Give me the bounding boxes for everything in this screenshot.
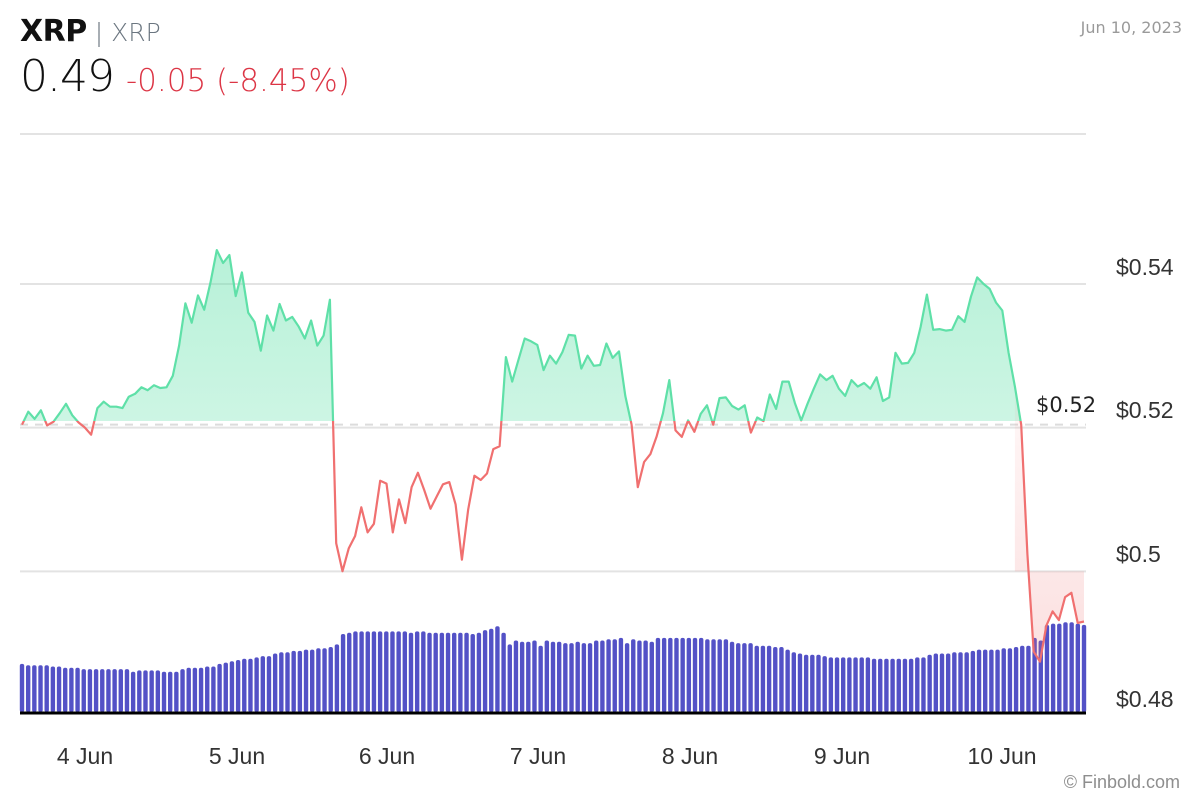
finbold-credit: © Finbold.com <box>1063 772 1180 792</box>
title-row: XRP | XRP <box>20 14 350 49</box>
asset-name: | XRP <box>94 18 161 47</box>
x-tick-label: 10 Jun <box>967 743 1037 769</box>
x-tick-label: 8 Jun <box>661 743 719 769</box>
x-tick-label: 4 Jun <box>56 743 114 769</box>
chart-header: XRP | XRP 0.49 -0.05 (-8.45%) <box>20 14 350 102</box>
grid-lines <box>20 133 1086 573</box>
current-price: 0.49 <box>20 51 115 102</box>
x-tick-label: 5 Jun <box>208 743 266 769</box>
y-tick-label: $0.48 <box>1116 686 1174 712</box>
x-tick-label: 7 Jun <box>509 743 567 769</box>
price-line <box>21 249 1085 663</box>
volume-bars <box>19 622 1087 715</box>
y-tick-label: $0.52 <box>1116 397 1174 423</box>
baseline-price-label: $0.52 <box>1034 393 1099 417</box>
x-tick-label: 9 Jun <box>813 743 871 769</box>
price-area <box>23 250 1084 662</box>
y-tick-label: $0.5 <box>1116 541 1161 567</box>
chart-date: Jun 10, 2023 <box>1080 18 1182 37</box>
x-tick-label: 6 Jun <box>358 743 416 769</box>
y-tick-label: $0.54 <box>1116 254 1174 280</box>
price-change: -0.05 (-8.45%) <box>125 63 350 99</box>
asset-symbol: XRP <box>20 14 87 49</box>
price-row: 0.49 -0.05 (-8.45%) <box>20 51 350 102</box>
